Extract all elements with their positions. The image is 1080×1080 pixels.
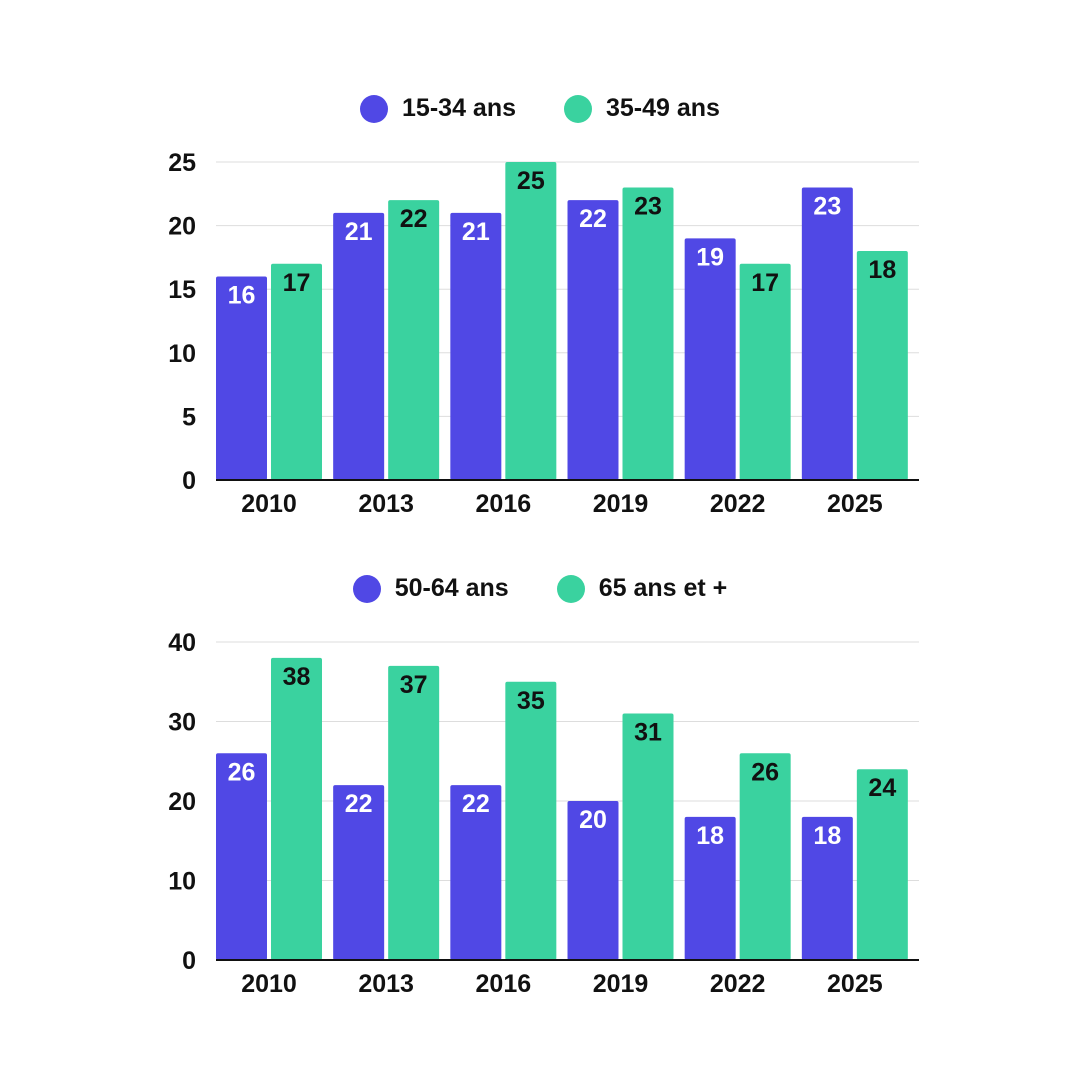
bar [567,200,619,480]
bar [450,785,502,960]
x-tick-label: 2019 [593,490,649,518]
legend-item-series-a: 15-34 ans [360,94,516,123]
bar [567,801,619,960]
y-tick-label: 20 [168,788,196,816]
legend-item-series-b: 65 ans et + [556,574,728,603]
legend-item-series-a: 50-64 ans [352,574,509,603]
bar-value-label: 37 [400,671,428,699]
bar-value-label: 26 [751,758,779,786]
x-tick-label: 2022 [710,970,766,998]
bar [622,187,674,480]
x-tick-label: 2025 [827,490,883,518]
bar-value-label: 26 [228,758,256,786]
bar [622,713,674,960]
bar-value-label: 35 [517,687,545,715]
bar [388,665,440,960]
legend: 15-34 ans 35-49 ans [0,94,1080,123]
x-tick-label: 2013 [358,490,414,518]
legend-swatch-series-a [352,574,381,603]
legend-swatch-series-b [556,574,585,603]
bar [739,753,791,960]
bar-value-label: 22 [400,205,428,233]
y-tick-label: 40 [168,629,196,657]
bar-value-label: 17 [751,269,779,297]
legend-swatch-series-b [564,94,592,123]
x-tick-label: 2019 [593,970,649,998]
legend: 50-64 ans 65 ans et + [0,574,1080,603]
legend-label-series-b: 35-49 ans [606,94,720,122]
x-tick-label: 2025 [827,970,883,998]
x-tick-label: 2016 [476,490,532,518]
legend-label-series-a: 15-34 ans [402,94,516,122]
bar-value-label: 22 [345,790,373,818]
bar [450,212,502,480]
bar-value-label: 18 [813,822,841,850]
bar [333,785,385,960]
bar-value-label: 22 [579,205,607,233]
bar-value-label: 16 [228,281,256,309]
y-tick-label: 30 [168,709,196,737]
x-tick-label: 2016 [476,970,532,998]
bar [801,816,853,960]
legend-label-series-a: 50-64 ans [394,574,509,602]
x-tick-label: 2010 [241,970,297,998]
bar [388,200,440,480]
bar-value-label: 17 [283,269,311,297]
y-tick-label: 10 [168,340,196,368]
chart-top: 15-34 ans 35-49 ans 0 5 10 15 20 25 16 17 2010 21… [0,80,1080,540]
chart-plot-bottom: 0 10 20 30 40 26 38 2010 22 37 2013 22 35 2016 20 31 201… [168,629,919,998]
bar-value-label: 23 [813,192,841,220]
y-tick-label: 25 [168,149,196,177]
bar [801,187,853,480]
bar [739,263,791,480]
x-tick-label: 2022 [710,490,766,518]
y-tick-label: 15 [168,276,196,304]
y-tick-label: 20 [168,213,196,241]
y-tick-label: 10 [168,868,196,896]
y-tick-label: 0 [182,947,196,975]
bar-value-label: 20 [579,806,607,834]
bar [505,681,557,960]
bar-value-label: 21 [345,218,373,246]
x-tick-label: 2010 [241,490,297,518]
bar [271,263,322,480]
legend-item-series-b: 35-49 ans [564,94,720,123]
legend-label-series-b: 65 ans et + [598,574,728,602]
y-tick-label: 0 [182,467,196,495]
bar-value-label: 18 [696,822,724,850]
bar [333,212,385,480]
bar-value-label: 19 [696,243,724,271]
x-tick-label: 2013 [358,970,414,998]
bar-value-label: 38 [283,663,311,691]
bar-value-label: 22 [462,790,490,818]
y-tick-label: 5 [182,403,196,431]
bar-value-label: 23 [634,192,662,220]
bar [856,251,908,480]
bar [684,238,736,480]
bar [505,162,557,480]
bar-value-label: 31 [634,719,662,747]
bar [271,657,322,960]
bar-value-label: 25 [517,167,545,195]
chart-bottom: 50-64 ans 65 ans et + 0 10 20 30 40 26 38 2010 2… [0,560,1080,1020]
bar-value-label: 21 [462,218,490,246]
legend-swatch-series-a [360,94,389,123]
bar [684,816,736,960]
bar [216,276,267,480]
bar [216,753,267,960]
bar-value-label: 24 [868,774,896,802]
bar-value-label: 18 [868,256,896,284]
bar [856,769,908,960]
